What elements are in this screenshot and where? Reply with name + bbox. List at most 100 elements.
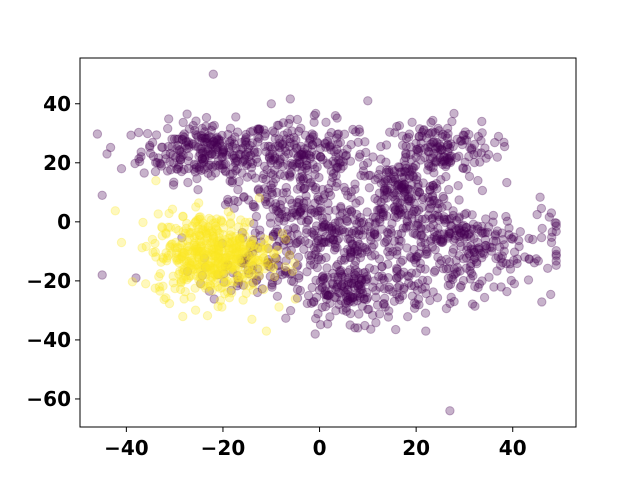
data-point [201,112,212,123]
data-point [330,292,340,302]
data-point [506,275,516,286]
data-point [396,257,406,267]
data-point [509,255,519,266]
data-point [401,149,411,160]
data-point [296,207,306,217]
data-point [297,166,307,177]
data-point [433,252,443,262]
data-point [223,197,234,207]
data-point [322,158,332,168]
data-point [386,174,396,184]
data-point [165,222,176,233]
data-point [372,232,382,242]
data-point [267,189,278,200]
data-point [202,137,212,148]
data-point [332,178,342,188]
data-point [399,187,409,197]
data-point [213,156,224,166]
data-point [281,182,291,193]
data-point [297,161,307,172]
data-point [262,199,272,210]
data-point [400,152,411,163]
data-point [301,163,311,174]
data-point [355,284,366,295]
data-point [333,149,344,159]
data-point [442,140,453,150]
data-point [366,235,376,245]
data-point [268,155,279,165]
data-point [317,234,327,245]
data-point [260,141,270,152]
data-point [391,324,401,335]
data-point [351,127,361,137]
data-point [307,129,317,139]
data-point [377,261,387,272]
data-point [198,146,208,157]
data-point [165,157,175,167]
data-point [212,142,223,152]
data-point [260,194,270,204]
data-point [382,187,393,197]
data-point [441,264,452,274]
data-point [239,192,249,203]
data-point [270,165,280,175]
data-point [171,164,182,174]
data-point [283,225,293,235]
data-point [350,179,360,189]
data-point [241,137,252,148]
data-point [341,214,352,224]
data-point [392,212,402,223]
data-point [335,158,345,168]
data-point [274,120,284,131]
data-point [279,171,290,181]
data-point [178,212,188,222]
series-0 [92,69,561,416]
data-point [380,302,390,312]
data-point [396,183,407,193]
data-point [296,215,307,226]
data-point [157,142,167,152]
data-point [323,291,333,301]
data-point [262,259,272,270]
data-point [331,163,341,174]
data-point [399,172,410,182]
data-point [275,138,285,148]
data-point [348,278,359,289]
data-point [361,294,372,305]
data-point [393,162,404,172]
data-point [253,137,263,147]
data-point [277,270,287,280]
data-point [428,287,438,297]
data-point [291,143,301,154]
data-point [399,182,409,192]
data-point [352,280,363,291]
data-point [435,141,446,152]
data-point [390,205,401,216]
data-point [282,229,292,239]
data-point [289,223,299,233]
data-point [382,211,392,221]
data-point [330,205,341,215]
data-point [407,209,417,219]
data-point [151,157,161,168]
data-point [330,218,340,228]
data-point [309,296,319,307]
data-point [469,157,480,168]
data-point [397,180,408,190]
data-point [390,205,401,215]
data-point [345,320,355,330]
data-point [411,251,422,262]
data-point [358,242,368,252]
data-point [271,174,281,184]
data-point [379,298,389,309]
data-point [423,146,433,157]
data-point [116,237,127,248]
data-point [245,241,256,252]
data-point [358,268,369,278]
data-point [355,292,365,303]
data-point [293,237,303,247]
data-point [369,276,379,286]
data-point [168,278,179,288]
data-point [248,126,258,136]
